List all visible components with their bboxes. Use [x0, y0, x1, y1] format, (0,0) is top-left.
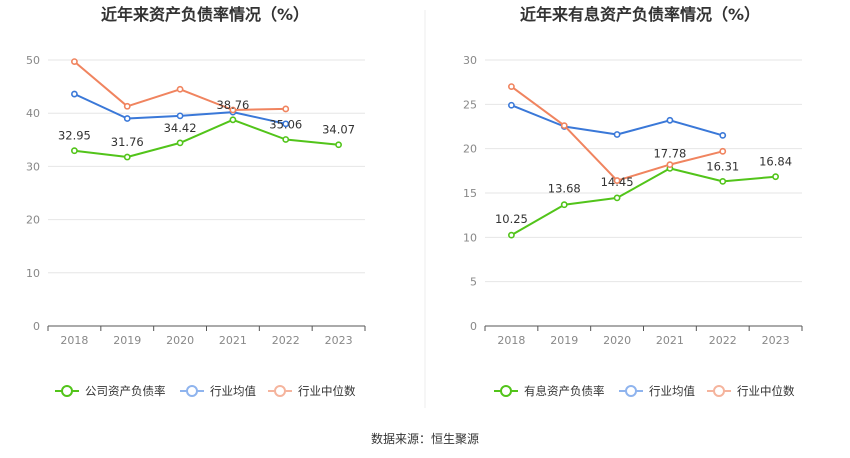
legend-marker-icon	[625, 385, 637, 397]
y-tick-label: 40	[26, 107, 40, 120]
data-point	[560, 201, 568, 209]
legend-item-1[interactable]: 有息资产负债率	[494, 384, 605, 398]
chart-2: 近年来有息资产负债率情况（%） 0 5 10 15 20 25 30 2018 2019 2020 2…	[463, 5, 803, 398]
data-label: 38.76	[216, 98, 249, 112]
y-tick-label: 10	[463, 231, 477, 244]
data-point	[719, 131, 727, 139]
data-label: 13.68	[548, 182, 581, 196]
series-line-1	[74, 118, 339, 158]
y-tick-label: 25	[463, 98, 477, 111]
x-tick-label: 2023	[762, 334, 790, 347]
data-point	[613, 177, 621, 184]
x-tick-label: 2023	[325, 334, 353, 347]
y-tick-label: 5	[470, 276, 477, 289]
legend-label: 行业均值	[210, 384, 256, 398]
legend-marker-icon	[186, 385, 198, 397]
x-tick-label: 2020	[603, 334, 631, 347]
y-tick-label: 30	[463, 54, 477, 67]
legend-marker-icon	[61, 385, 73, 397]
legend-marker-icon	[500, 385, 512, 397]
data-label: 34.42	[164, 121, 197, 135]
data-label: 32.95	[58, 129, 91, 143]
data-point	[282, 120, 290, 128]
chart-1: 近年来资产负债率情况（%） 0 10 20 30 40 50 2018 2019 2020 2021…	[26, 5, 366, 398]
data-source-note: 数据来源：恒生聚源	[370, 432, 479, 446]
legend-marker-icon	[713, 385, 725, 397]
data-label: 34.07	[322, 123, 355, 137]
legend-item-2[interactable]: 行业均值	[619, 384, 695, 398]
legend-item-1[interactable]: 公司资产负债率	[55, 384, 166, 398]
y-tick-label: 0	[33, 320, 40, 333]
x-tick-label: 2022	[272, 334, 300, 347]
chart-title: 近年来有息资产负债率情况（%）	[520, 5, 760, 24]
data-point	[229, 116, 237, 124]
data-label: 16.84	[759, 155, 792, 169]
y-tick-label: 10	[26, 267, 40, 280]
data-point	[176, 85, 184, 93]
x-tick-label: 2018	[60, 334, 88, 347]
data-point	[71, 58, 78, 65]
legend-label: 行业均值	[649, 384, 695, 398]
data-point	[508, 101, 515, 109]
data-point	[666, 116, 674, 124]
data-point	[508, 83, 515, 90]
data-point	[123, 153, 131, 161]
data-point	[719, 177, 727, 185]
data-point	[560, 122, 568, 130]
chart-title: 近年来资产负债率情况（%）	[101, 5, 309, 24]
legend-item-3[interactable]: 行业中位数	[268, 384, 356, 398]
data-point	[335, 141, 342, 149]
data-point	[123, 115, 131, 122]
x-tick-label: 2020	[166, 334, 194, 347]
data-point	[666, 161, 674, 169]
x-tick-label: 2022	[709, 334, 737, 347]
legend-item-3[interactable]: 行业中位数	[707, 384, 795, 398]
x-tick-label: 2021	[656, 334, 684, 347]
data-point	[123, 102, 131, 110]
y-tick-label: 0	[470, 320, 477, 333]
legend-item-2[interactable]: 行业均值	[180, 384, 256, 398]
data-label: 14.45	[601, 175, 634, 189]
data-label: 35.06	[269, 117, 302, 131]
data-point	[613, 194, 621, 202]
x-tick-label: 2019	[550, 334, 578, 347]
data-point	[772, 173, 779, 181]
data-point	[71, 90, 78, 98]
legend-label: 有息资产负债率	[524, 384, 605, 398]
y-tick-label: 15	[463, 187, 477, 200]
data-point	[176, 112, 184, 120]
data-point	[508, 231, 515, 239]
data-label: 31.76	[111, 135, 144, 149]
legend-label: 公司资产负债率	[85, 384, 166, 398]
data-point	[229, 106, 237, 114]
data-point	[719, 147, 727, 155]
data-point	[71, 147, 78, 155]
y-tick-label: 20	[26, 214, 40, 227]
data-point	[176, 139, 184, 147]
y-tick-label: 30	[26, 160, 40, 173]
series-line-3	[73, 60, 286, 111]
data-point	[613, 131, 621, 138]
data-label: 17.78	[653, 146, 686, 160]
data-label: 10.25	[495, 212, 528, 226]
x-tick-label: 2019	[113, 334, 141, 347]
x-tick-label: 2021	[219, 334, 247, 347]
legend-label: 行业中位数	[298, 384, 356, 398]
y-tick-label: 50	[26, 54, 40, 67]
data-label: 16.31	[706, 159, 739, 173]
series-line-1	[510, 167, 776, 236]
legend-marker-icon	[274, 385, 286, 397]
legend-label: 行业中位数	[737, 384, 795, 398]
y-tick-label: 20	[463, 143, 477, 156]
data-point	[282, 136, 290, 143]
data-point	[282, 105, 290, 113]
x-tick-label: 2018	[497, 334, 525, 347]
